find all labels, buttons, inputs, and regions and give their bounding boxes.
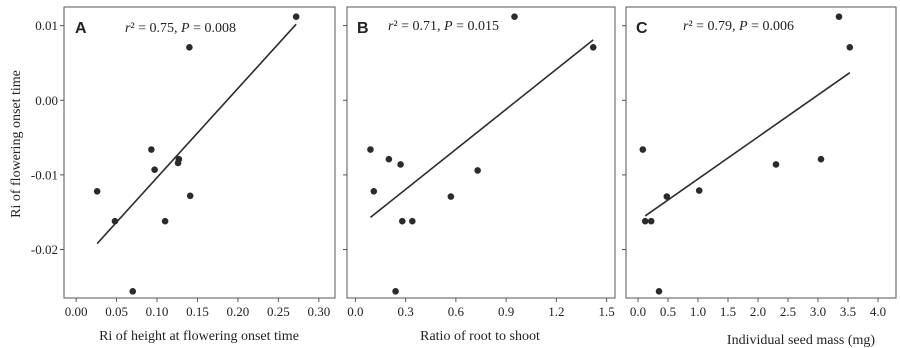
regression-line — [96, 23, 297, 245]
y-tick-label: 0.01 — [35, 18, 58, 33]
data-point — [111, 217, 119, 225]
data-point — [186, 192, 194, 200]
data-point — [129, 287, 137, 295]
data-point — [93, 188, 101, 195]
plot-frame — [63, 6, 336, 299]
data-point — [511, 13, 518, 20]
x-axis-title: Ratio of root to shoot — [420, 329, 540, 344]
data-point — [647, 217, 655, 225]
data-point — [151, 166, 158, 173]
x-tick-label: 3.0 — [810, 304, 826, 319]
stat-p-symbol: P — [443, 19, 453, 34]
data-point — [397, 161, 404, 168]
stat-r-symbol: r — [125, 21, 131, 36]
stat-r-symbol: r — [683, 19, 689, 34]
x-axis-title: Individual seed mass (mg) — [727, 333, 875, 348]
data-point — [655, 287, 663, 295]
x-tick-label: 0.6 — [448, 304, 465, 319]
stat-r2-value: ² = 0.75, — [130, 21, 181, 36]
data-point — [447, 193, 455, 200]
stat-annotation: r² = 0.79, P = 0.006 — [683, 19, 794, 34]
stat-p-value: = 0.015 — [453, 19, 499, 34]
data-point — [772, 161, 780, 168]
stat-r-symbol: r — [388, 19, 394, 34]
y-tick-label: -0.01 — [31, 167, 58, 182]
data-point — [174, 159, 182, 167]
x-tick-label: 1.0 — [690, 304, 706, 319]
x-tick-label: 1.2 — [548, 304, 564, 319]
x-tick-label: 0.3 — [398, 304, 414, 319]
x-tick-label: 1.5 — [720, 304, 736, 319]
stat-p-value: = 0.008 — [190, 21, 236, 36]
plot-frame — [346, 6, 616, 299]
data-point — [835, 13, 843, 20]
x-tick-label: 0.5 — [660, 304, 676, 319]
data-point — [474, 167, 481, 174]
stat-annotation: r² = 0.71, P = 0.015 — [388, 19, 499, 34]
x-tick-label: 4.0 — [870, 304, 886, 319]
panel-letter: A — [75, 20, 87, 37]
y-tick-label: 0.00 — [35, 93, 58, 108]
x-tick-label: 0.10 — [146, 304, 169, 319]
data-point — [367, 146, 374, 153]
x-tick-label: 0.05 — [105, 304, 128, 319]
data-point — [161, 217, 169, 225]
data-point — [641, 217, 649, 225]
data-point — [398, 217, 406, 225]
plot-frame — [625, 6, 897, 299]
panel-letter: C — [636, 20, 648, 37]
stat-p-symbol: P — [738, 19, 748, 34]
data-point — [392, 287, 399, 295]
data-point — [148, 146, 155, 153]
x-tick-label: 0.30 — [307, 304, 330, 319]
data-point — [409, 217, 416, 225]
stat-p-symbol: P — [180, 21, 190, 36]
y-axis-title: Ri of flowering onset time — [9, 70, 24, 218]
x-tick-label: 0.15 — [186, 304, 209, 319]
x-tick-label: 0.0 — [347, 304, 363, 319]
x-tick-label: 0.20 — [227, 304, 250, 319]
stat-p-value: = 0.006 — [748, 19, 794, 34]
stat-annotation: r² = 0.75, P = 0.008 — [125, 21, 236, 36]
x-tick-label: 3.5 — [840, 304, 856, 319]
x-tick-label: 2.5 — [780, 304, 796, 319]
stat-r2-value: ² = 0.79, — [688, 19, 739, 34]
x-tick-label: 0.0 — [630, 304, 646, 319]
data-point — [186, 43, 193, 51]
data-point — [639, 146, 647, 153]
data-point — [385, 155, 393, 163]
data-point — [695, 187, 703, 194]
panel-letter: B — [357, 20, 369, 37]
x-tick-label: 0.9 — [498, 304, 514, 319]
regression-line — [644, 72, 851, 217]
panel-a: 0.01 0.00 -0.01 -0.02 0.00 0.05 0.10 0.15 0.20 0.… — [31, 6, 336, 344]
panel-c: 0.0 0.5 1.0 1.5 2.0 2.5 3.0 3.5 4.0 Individual se… — [622, 6, 897, 348]
data-point — [846, 43, 854, 51]
x-tick-label: 2.0 — [750, 304, 766, 319]
x-tick-label: 0.25 — [267, 304, 290, 319]
data-point — [663, 193, 671, 200]
data-point — [817, 155, 825, 163]
y-tick-label: -0.02 — [31, 242, 58, 257]
x-axis-title: Ri of height at flowering onset time — [99, 329, 299, 344]
x-tick-label: 1.5 — [599, 304, 615, 319]
x-tick-label: 0.00 — [65, 304, 88, 319]
stat-r2-value: ² = 0.71, — [393, 19, 444, 34]
data-point — [370, 188, 378, 195]
regression-line — [369, 39, 594, 219]
data-point — [589, 43, 597, 51]
panel-b: 0.0 0.3 0.6 0.9 1.2 1.5 Ratio of root to shoot… — [343, 6, 616, 344]
data-point — [292, 13, 300, 20]
